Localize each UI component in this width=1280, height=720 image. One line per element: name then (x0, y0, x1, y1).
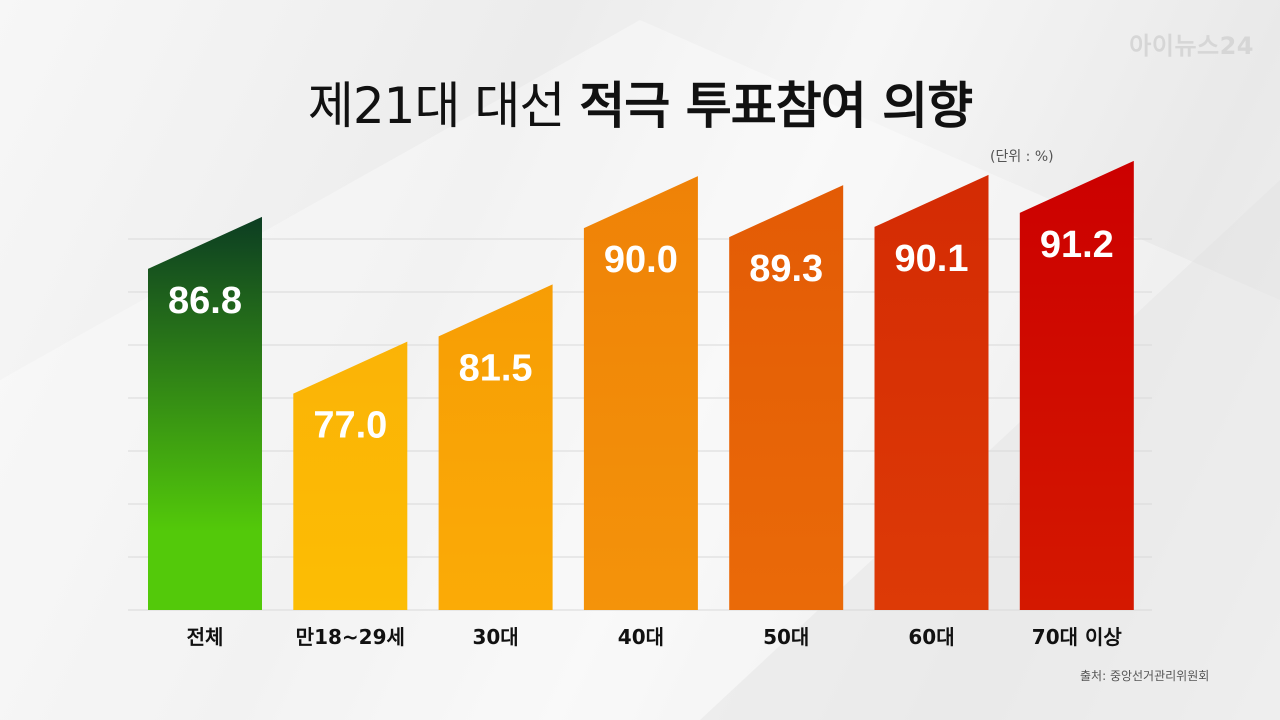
bar-value-label: 86.8 (168, 280, 242, 322)
bar-value-label: 90.0 (604, 239, 678, 281)
chart-title-emphasis: 적극 투표참여 의향 (579, 77, 973, 135)
category-label: 30대 (472, 625, 518, 649)
bar-value-label: 89.3 (749, 248, 823, 290)
category-label: 50대 (763, 625, 809, 649)
unit-note: (단위 : %) (990, 149, 1054, 165)
bar-2 (438, 284, 553, 610)
bar-5 (874, 174, 989, 610)
bar-value-label: 91.2 (1040, 224, 1114, 266)
bar-value-label: 90.1 (895, 238, 969, 280)
source-note: 출처: 중앙선거관리위원회 (1080, 669, 1210, 683)
category-label: 40대 (618, 625, 664, 649)
bar-value-label: 77.0 (313, 405, 387, 447)
category-label: 전체 (187, 625, 224, 649)
chart-title: 제21대 대선 적극 투표참여 의향 (0, 66, 1280, 138)
category-label: 70대 이상 (1032, 625, 1123, 649)
chart-title-prefix: 제21대 대선 (307, 77, 566, 135)
category-label: 만18~29세 (296, 625, 405, 649)
bar-0 (148, 216, 262, 610)
brand-logo: 아이뉴스24 (1129, 32, 1254, 60)
category-label: 60대 (908, 625, 954, 649)
bar-4 (729, 185, 844, 610)
bar-1 (293, 341, 408, 610)
bar-3 (583, 176, 698, 610)
bar-6 (1019, 160, 1134, 610)
bar-value-label: 81.5 (459, 347, 533, 389)
